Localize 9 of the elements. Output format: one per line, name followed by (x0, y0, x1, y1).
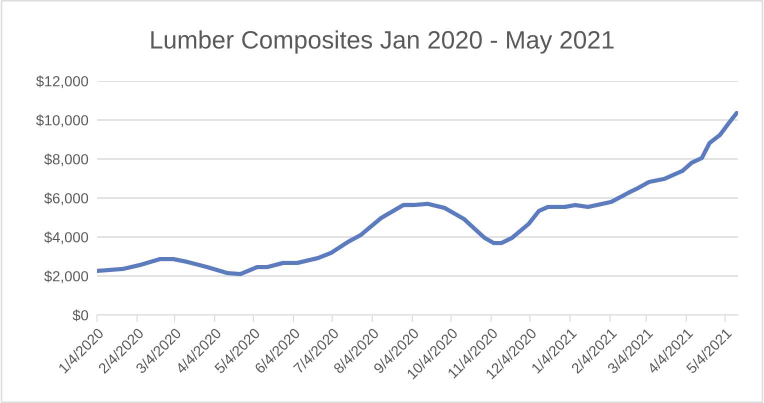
y-tick-label: $2,000 (44, 270, 88, 284)
y-tick-label: $0 (72, 309, 88, 322)
y-tick-label: $10,000 (36, 114, 88, 128)
y-tick-label: $4,000 (44, 231, 88, 244)
y-tick-label: $8,000 (44, 153, 88, 166)
line-series (97, 110, 738, 276)
chart-title: Lumber Composites Jan 2020 - May 2021 (151, 30, 614, 54)
y-tick-label: $6,000 (44, 192, 88, 206)
y-tick-label: $12,000 (36, 75, 88, 88)
